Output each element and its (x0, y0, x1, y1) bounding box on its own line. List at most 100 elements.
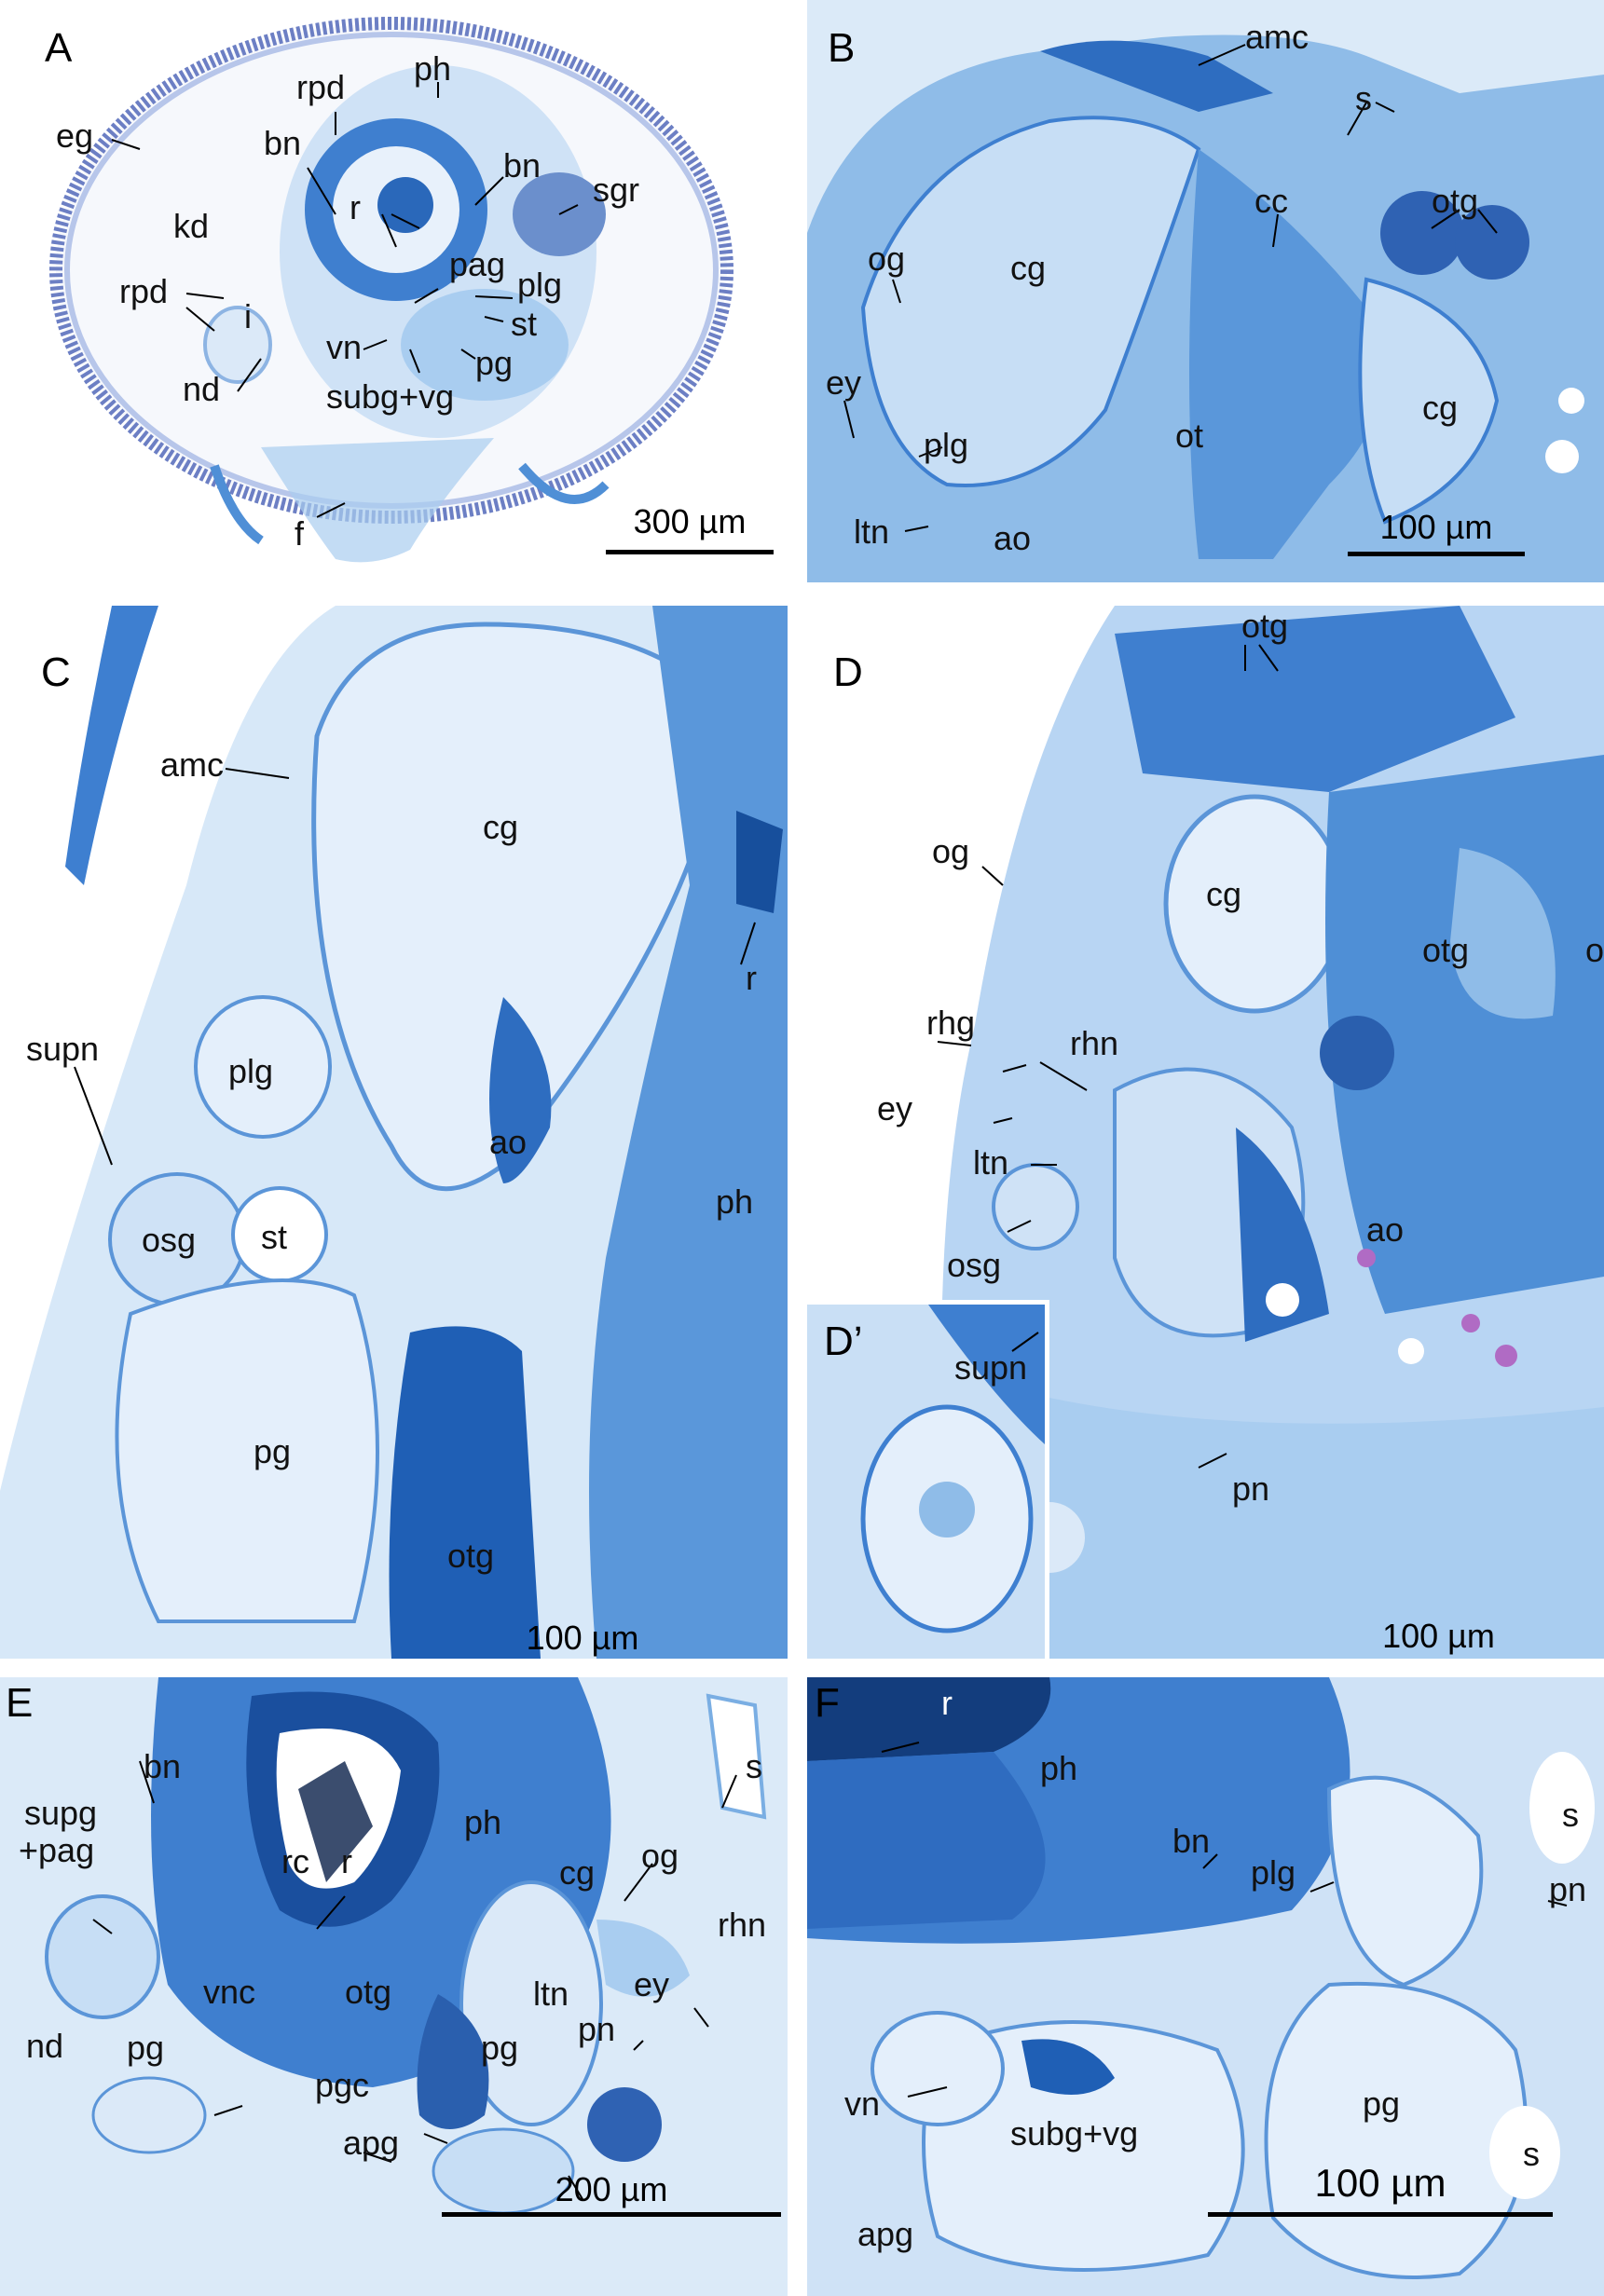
scale-bar-label: 200 µm (555, 2170, 668, 2208)
label-otg: otg (1241, 607, 1289, 645)
label-ph: ph (1040, 1749, 1078, 1787)
label-pn: pn (1232, 1469, 1270, 1508)
label-og: og (932, 832, 970, 870)
label-pag: +pag (19, 1831, 95, 1869)
micrograph-c (0, 606, 788, 1659)
label-eg: eg (56, 116, 94, 155)
label-pg: pg (127, 2029, 165, 2067)
scale-bar-label: 100 µm (1382, 1617, 1495, 1655)
label-r: r (350, 188, 361, 226)
label-pg: pg (254, 1432, 292, 1470)
label-plg: plg (228, 1052, 274, 1090)
label-nd: nd (26, 2027, 64, 2065)
label-plg: plg (1251, 1853, 1296, 1892)
label-otg: otg (1422, 931, 1470, 969)
panel-letter: D (833, 649, 863, 695)
micrograph-a (49, 17, 733, 563)
label-st: st (511, 305, 538, 343)
label-bn: bn (264, 124, 302, 162)
label-vn: vn (326, 328, 363, 366)
label-r: r (941, 1684, 953, 1722)
panel-a: A eg rpd ph bn bn sgr kd r pag plg rpd i… (0, 0, 788, 582)
label-amc: amc (1245, 18, 1309, 56)
label-ph: ph (414, 49, 452, 88)
label-r: r (341, 1842, 352, 1880)
label-ph: ph (464, 1803, 502, 1841)
label-plg: plg (517, 266, 563, 304)
label-og: og (641, 1837, 679, 1875)
label-pn: pn (1549, 1870, 1587, 1908)
label-rpd: rpd (296, 68, 346, 106)
label-r: r (746, 959, 757, 997)
label-s: s (746, 1747, 762, 1785)
label-ey: ey (634, 1965, 670, 2003)
panel-letter: F (815, 1680, 840, 1726)
scale-bar-label: 300 µm (633, 502, 747, 540)
label-cg: cg (483, 808, 519, 846)
label-sgr: sgr (593, 171, 640, 209)
label-ao: ao (1366, 1210, 1405, 1249)
scale-bar-label: 100 µm (1314, 2161, 1446, 2205)
label-rhn: rhn (1070, 1024, 1119, 1062)
label-cg: cg (1422, 389, 1459, 427)
label-cg: cg (1206, 875, 1242, 913)
panel-e: E bn s supg +pag ph rc r cg og rhn ey lt… (0, 1677, 788, 2296)
label-ltn: ltn (533, 1975, 569, 2013)
label-subg-vg: subg+vg (1010, 2114, 1139, 2152)
micrograph-f (807, 1677, 1604, 2296)
label-osg: osg (142, 1221, 197, 1259)
label-supn: supn (954, 1348, 1028, 1387)
label-rc: rc (281, 1842, 309, 1880)
panel-d: D’ D otg og cg otg ot rhg rhn ey ltn ao … (807, 606, 1604, 1659)
micrograph-b (807, 0, 1604, 582)
label-ot: ot (1175, 417, 1204, 455)
label-ltn: ltn (854, 512, 890, 551)
micrograph-d-inset (807, 1305, 1045, 1659)
label-otg: otg (345, 1973, 392, 2011)
label-plg: plg (924, 426, 969, 464)
label-pg: pg (1363, 2084, 1401, 2123)
label-pg: pg (475, 344, 514, 382)
scale-bar-label: 100 µm (1379, 508, 1493, 546)
micrograph-e (0, 1677, 788, 2296)
panel-letter: E (6, 1680, 34, 1726)
panel-letter: B (828, 25, 856, 71)
label-ao: ao (994, 519, 1032, 557)
label-cg: cg (1010, 249, 1047, 287)
label-apg: apg (857, 2215, 914, 2253)
label-bn: bn (1172, 1822, 1211, 1860)
label-ot: ot (1585, 931, 1604, 969)
label-supg: supg (24, 1794, 98, 1832)
label-s: s (1523, 2135, 1540, 2173)
inset-d-prime: D’ (807, 1300, 1049, 1659)
label-ao: ao (489, 1123, 528, 1161)
label-vn: vn (844, 2084, 881, 2123)
label-ey: ey (877, 1089, 913, 1128)
label-kd: kd (173, 207, 210, 245)
label-ey: ey (826, 363, 862, 402)
label-otg: otg (447, 1537, 495, 1575)
scale-bar (442, 2212, 781, 2217)
label-osg: osg (947, 1246, 1002, 1284)
panel-b: B amc s cc otg og cg cg ey plg ot ltn ao… (807, 0, 1604, 582)
label-supn: supn (26, 1030, 100, 1068)
label-amc: amc (160, 745, 225, 784)
label-rhn: rhn (718, 1906, 767, 1944)
label-nd: nd (183, 370, 221, 408)
panel-letter: A (45, 25, 73, 71)
label-pag: pag (449, 245, 506, 283)
label-bn: bn (144, 1747, 182, 1785)
scale-bar (606, 550, 774, 554)
label-ph: ph (716, 1182, 754, 1221)
label-rpd: rpd (119, 272, 169, 310)
label-s: s (1562, 1796, 1579, 1834)
panel-letter: C (41, 649, 71, 695)
scale-bar (1348, 552, 1525, 556)
label-apg: apg (343, 2124, 400, 2162)
label-bn: bn (503, 146, 542, 184)
label-og: og (868, 239, 906, 278)
label-cg: cg (559, 1853, 596, 1892)
label-f: f (295, 514, 305, 553)
label-rhg: rhg (926, 1004, 976, 1042)
scale-bar (1208, 2212, 1553, 2217)
